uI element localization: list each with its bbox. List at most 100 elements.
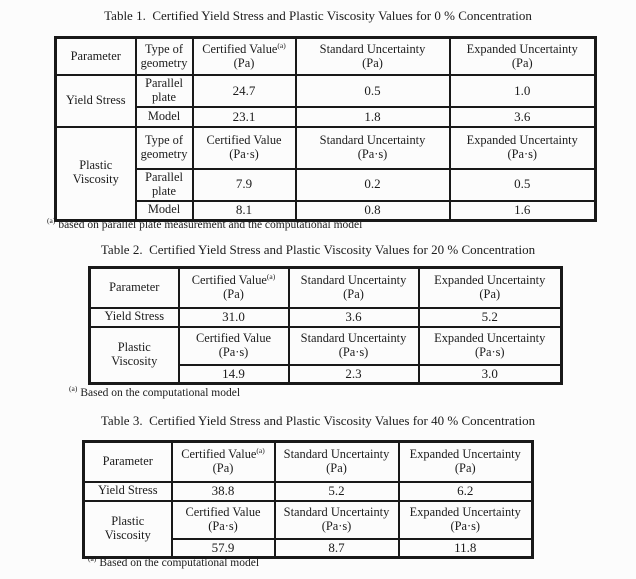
footnote-ref-icon: (a) bbox=[256, 445, 265, 455]
table3-pv-subheader-row: Plastic Viscosity Certified Value (Pa·s)… bbox=[82, 499, 534, 559]
table1-ys-model-expanded: 3.6 bbox=[448, 105, 597, 128]
table1-ys-model-geometry: Model bbox=[134, 105, 194, 128]
table3-header-expanded-label: Expanded Uncertainty bbox=[409, 447, 521, 462]
table1-ys-parallel-expanded: 1.0 bbox=[448, 74, 597, 108]
table1-plastic-viscosity-label: Plastic Viscosity bbox=[54, 125, 137, 222]
table1-header-certified-unit: (Pa) bbox=[233, 55, 255, 70]
table1-pv-subheader-expanded: Expanded Uncertainty (Pa·s) bbox=[448, 125, 597, 170]
table2-pv-subheader-standard-unit: (Pa·s) bbox=[338, 344, 369, 359]
table1-header-certified-value: Certified Value(a) (Pa) bbox=[191, 36, 297, 76]
table3-yield-stress-row: Yield Stress 38.8 5.2 6.2 bbox=[82, 481, 534, 502]
table1-title: Table 1. Certified Yield Stress and Plas… bbox=[104, 8, 532, 23]
table1-pv-model-certified: 8.1 bbox=[191, 199, 297, 222]
table3-header-certified-value: Certified Value(a) (Pa) bbox=[170, 440, 276, 483]
table3-footnote-text: Based on the computational model bbox=[99, 557, 260, 569]
table2-pv-subheader-certified: Certified Value (Pa·s) bbox=[177, 325, 290, 366]
table1-ys-model-certified: 23.1 bbox=[191, 105, 297, 128]
table3-header-row: Parameter Certified Value(a) (Pa) Standa… bbox=[82, 440, 534, 483]
table2-pv-expanded: 3.0 bbox=[417, 363, 563, 385]
table3-ys-certified: 38.8 bbox=[170, 481, 276, 502]
table1-pv-model-geometry: Model bbox=[134, 199, 194, 222]
table3-header-expanded-uncertainty: Expanded Uncertainty (Pa) bbox=[397, 440, 534, 483]
table3-pv-subheader-standard: Standard Uncertainty (Pa·s) bbox=[273, 499, 400, 540]
table1-header-certified-label: Certified Value bbox=[202, 41, 278, 56]
table2-ys-expanded: 5.2 bbox=[417, 307, 563, 328]
table3-header-standard-label: Standard Uncertainty bbox=[283, 447, 390, 462]
table2-pv-values-row: 14.9 2.3 3.0 bbox=[90, 363, 563, 385]
table1-pv-subheader-expanded-label: Expanded Uncertainty bbox=[466, 132, 578, 147]
table2-title: Table 2. Certified Yield Stress and Plas… bbox=[100, 242, 536, 257]
table3-header-standard-unit: (Pa) bbox=[326, 461, 347, 475]
table1-header-row: Parameter Type of geometry Certified Val… bbox=[54, 36, 597, 76]
table2-ys-standard: 3.6 bbox=[287, 307, 420, 328]
table3-pv-subheader-certified-label: Certified Value bbox=[185, 504, 261, 519]
table2-header-parameter: Parameter bbox=[88, 266, 180, 309]
footnote-marker-icon: (a) bbox=[69, 384, 78, 394]
table2-pv-subheader-expanded-unit: (Pa·s) bbox=[474, 344, 505, 359]
table3-pv-subheader-expanded-label: Expanded Uncertainty bbox=[409, 504, 521, 519]
table1-pv-parallel-expanded: 0.5 bbox=[448, 167, 597, 202]
table1-header-expanded-unit: (Pa) bbox=[511, 55, 533, 70]
table2-header-expanded-uncertainty: Expanded Uncertainty (Pa) bbox=[417, 266, 563, 309]
table3-plastic-viscosity-label: Plastic Viscosity bbox=[82, 499, 173, 559]
table1-pv-parallel-geometry: Parallel plate bbox=[134, 167, 194, 202]
table1-header-standard-uncertainty: Standard Uncertainty (Pa) bbox=[294, 36, 451, 76]
table3-header-expanded-unit: (Pa) bbox=[454, 461, 476, 475]
table2-ys-certified: 31.0 bbox=[177, 307, 290, 328]
table1-footnote: (a) based on parallel plate measurement a… bbox=[47, 217, 362, 231]
table3-pv-subheader-expanded: Expanded Uncertainty (Pa·s) bbox=[397, 499, 534, 540]
table2-pv-subheader-standard-label: Standard Uncertainty bbox=[300, 330, 407, 345]
table1-pv-model-standard: 0.8 bbox=[294, 199, 451, 222]
table2-plastic-viscosity-label: Plastic Viscosity bbox=[88, 325, 180, 385]
table3-pv-subheader-certified-unit: (Pa·s) bbox=[208, 518, 238, 533]
table2-pv-subheader-certified-unit: (Pa·s) bbox=[218, 344, 249, 359]
table1-pv-subheader-standard: Standard Uncertainty (Pa·s) bbox=[294, 125, 451, 170]
table1-pv-subheader-certified-label: Certified Value bbox=[206, 132, 282, 147]
table2-header-standard-unit: (Pa) bbox=[343, 287, 364, 301]
footnote-ref-icon: (a) bbox=[266, 271, 276, 281]
table1-pv-parallel-certified: 7.9 bbox=[191, 167, 297, 202]
table2-footnote: (a) Based on the computational model bbox=[69, 384, 241, 399]
table3-pv-standard: 8.7 bbox=[273, 537, 400, 559]
table1-plastic-viscosity-subheader-row: Plastic Viscosity Type of geometry Certi… bbox=[54, 125, 597, 222]
table2-yield-stress-label: Yield Stress bbox=[88, 307, 180, 328]
table1-header-standard-unit: (Pa) bbox=[362, 55, 383, 70]
table3-pv-subheader-certified: Certified Value (Pa·s) bbox=[170, 499, 276, 540]
table1-pv-subheader-geometry: Type of geometry bbox=[134, 125, 194, 170]
table3-header-certified-unit: (Pa) bbox=[212, 461, 234, 475]
table3-pv-certified: 57.9 bbox=[170, 537, 276, 559]
table2-footnote-text: Based on the computational model bbox=[80, 387, 241, 399]
table1-header-parameter: Parameter bbox=[54, 36, 137, 76]
table2: Parameter Certified Value (a) (Pa) Standa… bbox=[88, 266, 563, 386]
table3-pv-subheader-standard-label: Standard Uncertainty bbox=[283, 504, 390, 519]
table1-ys-model-standard: 1.8 bbox=[294, 105, 451, 128]
table2-pv-subheader-expanded: Expanded Uncertainty (Pa·s) bbox=[417, 325, 563, 366]
table2-header-certified-unit: (Pa) bbox=[223, 287, 244, 301]
table1-pv-parallel-row: Parallel plate 7.9 0.2 0.5 bbox=[56, 167, 597, 202]
table2-header-row: Parameter Certified Value(a) (Pa) Standa… bbox=[88, 266, 563, 309]
table3: Parameter Certified Value(a) (Pa) Standa… bbox=[82, 440, 534, 560]
table1-pv-subheader-standard-unit: (Pa·s) bbox=[357, 146, 388, 161]
table2-yield-stress-row: Yield Stress 31.0 3.6 5.2 bbox=[88, 307, 563, 328]
table2-pv-subheader-standard: Standard Uncertainty (Pa·s) bbox=[287, 325, 420, 366]
table1-pv-subheader-expanded-unit: (Pa·s) bbox=[507, 146, 538, 161]
table1-header-standard-label: Standard Uncertainty bbox=[319, 41, 426, 56]
table2-pv-subheader-certified-label: Certified Value bbox=[195, 330, 272, 345]
table3-ys-standard: 5.2 bbox=[273, 481, 400, 502]
table2-header-standard-uncertainty: Standard Uncertainty (Pa) bbox=[287, 266, 420, 309]
table2-pv-subheader-expanded-label: Expanded Uncertainty bbox=[434, 330, 546, 345]
table2-header-expanded-label: Expanded Uncertainty bbox=[434, 273, 546, 288]
table2-pv-standard: 2.3 bbox=[287, 363, 420, 385]
table2-header-expanded-unit: (Pa) bbox=[479, 287, 501, 301]
table1-header-expanded-label: Expanded Uncertainty bbox=[466, 41, 578, 56]
table3-pv-subheader-expanded-unit: (Pa·s) bbox=[450, 518, 481, 533]
table1-ys-parallel-geometry: Parallel plate bbox=[134, 74, 194, 108]
table3-pv-subheader-standard-unit: (Pa·s) bbox=[321, 518, 352, 533]
table1-header-geometry: Type of geometry bbox=[134, 36, 194, 76]
table1-ys-parallel-standard: 0.5 bbox=[294, 74, 451, 108]
table1-pv-subheader-standard-label: Standard Uncertainty bbox=[319, 132, 426, 147]
table1-pv-subheader-certified-unit: (Pa·s) bbox=[229, 146, 259, 161]
table1-header-expanded-uncertainty: Expanded Uncertainty (Pa) bbox=[448, 36, 597, 76]
table3-yield-stress-label: Yield Stress bbox=[82, 481, 173, 502]
